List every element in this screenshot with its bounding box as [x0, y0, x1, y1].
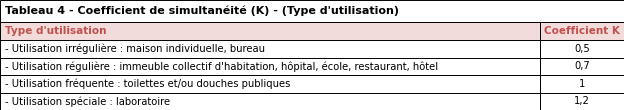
Text: Coefficient K: Coefficient K	[544, 26, 620, 36]
Bar	[540, 58, 624, 75]
Bar	[0, 40, 540, 58]
Text: Type d'utilisation: Type d'utilisation	[5, 26, 107, 36]
Text: 0,5: 0,5	[574, 44, 590, 54]
Bar	[540, 75, 624, 93]
Text: - Utilisation spéciale : laboratoire: - Utilisation spéciale : laboratoire	[5, 96, 170, 106]
Bar	[0, 0, 624, 22]
Bar	[0, 93, 540, 110]
Text: 0,7: 0,7	[574, 61, 590, 71]
Bar	[540, 40, 624, 58]
Text: - Utilisation irrégulière : maison individuelle, bureau: - Utilisation irrégulière : maison indiv…	[5, 43, 265, 54]
Text: 1,2: 1,2	[574, 96, 590, 106]
Bar	[540, 93, 624, 110]
Bar	[540, 22, 624, 40]
Bar	[0, 22, 540, 40]
Text: - Utilisation régulière : immeuble collectif d'habitation, hôpital, école, resta: - Utilisation régulière : immeuble colle…	[5, 61, 438, 72]
Bar	[0, 75, 540, 93]
Bar	[0, 58, 540, 75]
Text: - Utilisation fréquente : toilettes et/ou douches publiques: - Utilisation fréquente : toilettes et/o…	[5, 79, 290, 89]
Text: Tableau 4 - Coefficient de simultanéité (K) - (Type d'utilisation): Tableau 4 - Coefficient de simultanéité …	[5, 6, 399, 16]
Text: 1: 1	[578, 79, 585, 89]
